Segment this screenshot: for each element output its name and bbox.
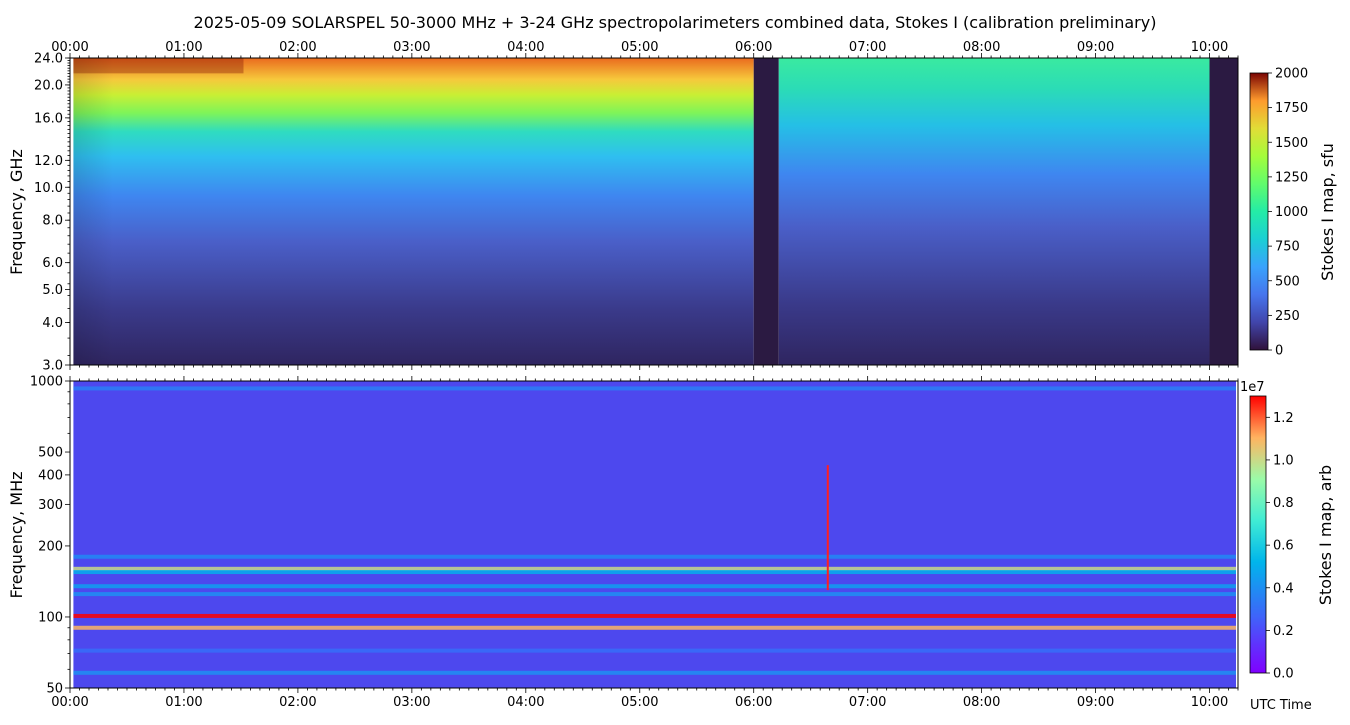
y-tick-label: 16.0 [34, 111, 63, 126]
upper-colorbar-gradient [1249, 72, 1269, 351]
lower-band [73, 625, 1236, 630]
y-tick-label: 1000 [30, 375, 63, 390]
colorbar-tick-label: 1.2 [1273, 411, 1294, 426]
upper-y-axis-label: Frequency, GHz [7, 149, 26, 275]
upper-data-end [1209, 58, 1238, 365]
colorbar-tick-label: 1750 [1275, 101, 1308, 116]
x-tick-label: 09:00 [1077, 695, 1114, 710]
colorbar-tick-label: 500 [1275, 274, 1300, 289]
colorbar-tick-label: 250 [1275, 309, 1300, 324]
colorbar-tick-label: 0.8 [1273, 496, 1294, 511]
x-tick-label: 01:00 [165, 40, 202, 55]
x-tick-label: 05:00 [621, 695, 658, 710]
lower-band [73, 584, 1236, 589]
y-tick-label: 10.0 [34, 181, 63, 196]
x-tick-label: 02:00 [279, 695, 316, 710]
lower-band [73, 613, 1236, 618]
lower-band [73, 554, 1236, 559]
colorbar-tick-label: 1500 [1275, 136, 1308, 151]
upper-frequency-axis: 3.0 4.0 5.0 6.0 8.0 10.0 12.0 16.0 20.0 24.0 [34, 52, 70, 374]
x-tick-label: 00:00 [51, 40, 88, 55]
y-tick-label: 3.0 [42, 359, 63, 374]
x-tick-label: 03:00 [393, 40, 430, 55]
y-tick-label: 6.0 [42, 256, 63, 271]
upper-colorbar-label: Stokes I map, sfu [1318, 143, 1337, 281]
lower-colorbar-gradient [1249, 395, 1267, 674]
colorbar-tick-label: 2000 [1275, 67, 1308, 82]
lower-band [73, 566, 1236, 571]
x-tick-label: 08:00 [963, 40, 1000, 55]
y-tick-label: 5.0 [42, 283, 63, 298]
y-tick-label: 4.0 [42, 316, 63, 331]
x-tick-label: 00:00 [51, 695, 88, 710]
x-tick-label: 01:00 [165, 695, 202, 710]
lower-panel: 00:00 01:00 02:00 03:00 04:00 05:00 06:00 07:00… [7, 375, 1312, 714]
y-tick-label: 100 [38, 610, 63, 625]
y-tick-label: 12.0 [34, 154, 63, 169]
lower-band [73, 570, 1236, 575]
colorbar-tick-label: 0.2 [1273, 624, 1294, 639]
upper-colorbar: 0 250 500 750 1000 1250 1500 1750 2000 Stokes I … [1249, 67, 1337, 359]
x-tick-label: 04:00 [507, 695, 544, 710]
x-tick-label: 06:00 [735, 40, 772, 55]
y-tick-label: 50 [46, 682, 63, 697]
lower-colorbar: 0.0 0.2 0.4 0.6 0.8 1.0 1.2 1e7 Stokes I map, … [1240, 380, 1335, 682]
y-tick-label: 500 [38, 446, 63, 461]
x-tick-label: 09:00 [1077, 40, 1114, 55]
upper-panel: 00:00 01:00 02:00 03:00 04:00 05:00 06:00 07:00… [7, 40, 1239, 374]
upper-time-axis: 00:00 01:00 02:00 03:00 04:00 05:00 06:00 07:00… [51, 40, 1239, 370]
y-tick-label: 24.0 [34, 52, 63, 67]
x-axis-label: UTC Time [1250, 698, 1312, 713]
upper-spectrum-late [778, 58, 1210, 365]
x-tick-label: 04:00 [507, 40, 544, 55]
lower-colorbar-label: Stokes I map, arb [1316, 465, 1335, 605]
upper-frame [69, 57, 1239, 366]
x-tick-label: 10:00 [1191, 695, 1228, 710]
colorbar-tick-label: 0.0 [1273, 667, 1294, 682]
y-tick-label: 300 [38, 498, 63, 513]
lower-band [73, 386, 1236, 391]
colorbar-tick-label: 1250 [1275, 170, 1308, 185]
x-tick-label: 06:00 [735, 695, 772, 710]
lower-time-axis: 00:00 01:00 02:00 03:00 04:00 05:00 06:00 07:00… [51, 376, 1239, 710]
colorbar-tick-label: 1000 [1275, 205, 1308, 220]
colorbar-tick-label: 0 [1275, 344, 1283, 359]
x-tick-label: 08:00 [963, 695, 1000, 710]
upper-spectrum-early [73, 58, 754, 365]
lower-y-axis-label: Frequency, MHz [7, 471, 26, 598]
lower-background [73, 381, 1236, 688]
upper-data-gap [753, 58, 779, 365]
colorbar-tick-label: 750 [1275, 240, 1300, 255]
y-tick-label: 20.0 [34, 78, 63, 93]
x-tick-label: 07:00 [849, 40, 886, 55]
figure-title: 2025-05-09 SOLARSPEL 50-3000 MHz + 3-24 … [194, 13, 1157, 32]
y-tick-label: 8.0 [42, 214, 63, 229]
upper-high-flux-region [73, 58, 244, 74]
y-tick-label: 400 [38, 468, 63, 483]
y-tick-label: 200 [38, 539, 63, 554]
lower-frame [69, 380, 1239, 689]
upper-edge-shade [73, 58, 114, 365]
lower-colorbar-offset: 1e7 [1240, 380, 1265, 395]
x-tick-label: 05:00 [621, 40, 658, 55]
x-tick-label: 02:00 [279, 40, 316, 55]
x-tick-label: 10:00 [1191, 40, 1228, 55]
colorbar-tick-label: 0.4 [1273, 581, 1294, 596]
lower-frequency-axis: 50 100 200 300 400 500 1000 [30, 375, 70, 697]
lower-burst-event [826, 465, 829, 591]
colorbar-tick-label: 1.0 [1273, 453, 1294, 468]
lower-band [73, 648, 1236, 653]
lower-band [73, 592, 1236, 597]
x-tick-label: 03:00 [393, 695, 430, 710]
x-tick-label: 07:00 [849, 695, 886, 710]
lower-band [73, 670, 1236, 675]
colorbar-tick-label: 0.6 [1273, 539, 1294, 554]
